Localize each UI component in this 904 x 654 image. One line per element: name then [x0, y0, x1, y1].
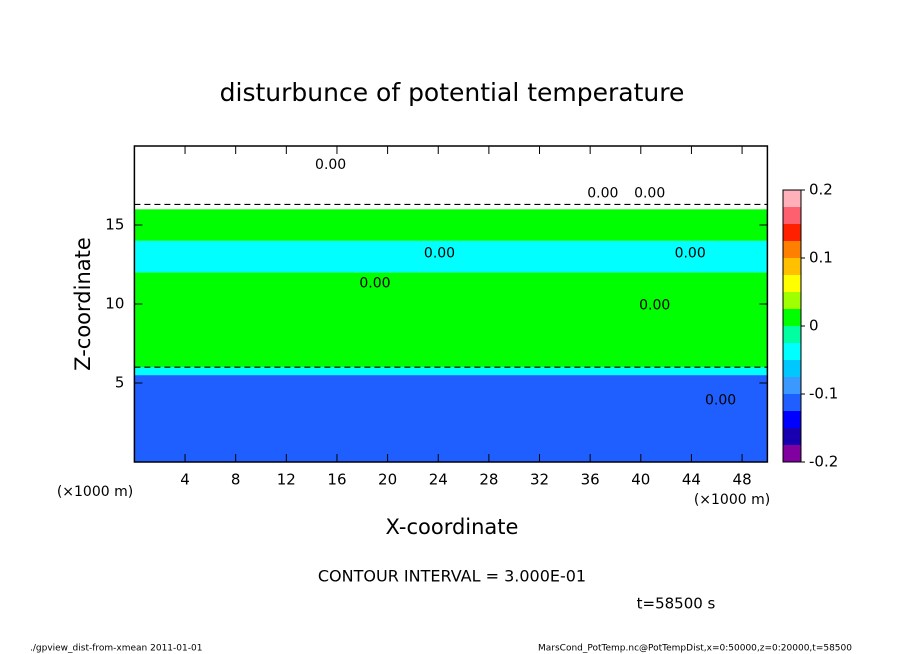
colorbar-swatch [783, 428, 801, 445]
colorbar-swatch [783, 207, 801, 224]
x-axis-label: X-coordinate [386, 515, 519, 539]
footer-right: MarsCond_PotTemp.nc@PotTempDist,x=0:5000… [538, 644, 852, 654]
contour-interval: CONTOUR INTERVAL = 3.000E-01 [318, 567, 586, 586]
colorbar-tick-label: 0 [809, 317, 819, 335]
colorbar-swatch [783, 190, 801, 207]
colorbar-swatch [783, 275, 801, 292]
contour-label: 0.00 [675, 245, 706, 261]
chart-title: disturbunce of potential temperature [220, 78, 685, 107]
colorbar-swatch [783, 394, 801, 411]
x-tick-label: 24 [429, 471, 448, 489]
colorbar-tick-label: -0.1 [809, 385, 838, 403]
colorbar-swatch [783, 377, 801, 394]
y-tick-label: 10 [105, 295, 124, 313]
colorbar-swatch [783, 292, 801, 309]
field-band [134, 146, 768, 210]
x-tick-label: 16 [327, 471, 346, 489]
x-tick-label: 12 [277, 471, 296, 489]
colorbar-swatch [783, 241, 801, 258]
x-tick-label: 32 [530, 471, 549, 489]
colorbar-tick-label: 0.1 [809, 249, 833, 267]
contour-label: 0.00 [587, 185, 618, 201]
x-tick-label: 8 [231, 471, 241, 489]
colorbar-swatch [783, 326, 801, 343]
y-unit: (×1000 m) [57, 484, 133, 500]
colorbar-swatch [783, 224, 801, 241]
contour-label: 0.00 [424, 245, 455, 261]
field-band [134, 209, 768, 241]
colorbar-swatch [783, 445, 801, 462]
contour-label: 0.00 [639, 298, 670, 314]
y-tick-label: 5 [115, 374, 125, 392]
footer-left: ./gpview_dist-from-xmean 2011-01-01 [30, 644, 202, 654]
field-band [134, 240, 768, 273]
time-label: t=58500 s [637, 595, 716, 613]
x-tick-label: 40 [631, 471, 650, 489]
colorbar-swatch [783, 309, 801, 326]
field-band [134, 375, 768, 462]
colorbar-swatch [783, 343, 801, 360]
contour-label: 0.00 [705, 392, 736, 408]
colorbar-swatch [783, 258, 801, 275]
colorbar-swatch [783, 411, 801, 428]
x-tick-label: 28 [479, 471, 498, 489]
contour-label: 0.00 [315, 157, 346, 173]
x-tick-label: 4 [180, 471, 190, 489]
x-unit: (×1000 m) [694, 492, 770, 508]
x-tick-label: 36 [581, 471, 600, 489]
field-band [134, 272, 768, 368]
y-axis-label: Z-coordinate [71, 237, 95, 371]
colorbar-swatch [783, 360, 801, 377]
x-tick-label: 48 [733, 471, 752, 489]
x-tick-label: 44 [682, 471, 701, 489]
colorbar-tick-label: -0.2 [809, 453, 838, 471]
x-tick-label: 20 [378, 471, 397, 489]
field-band [134, 367, 768, 376]
contour-label: 0.00 [634, 185, 665, 201]
contour-label: 0.00 [359, 275, 390, 291]
y-tick-label: 15 [105, 216, 124, 234]
colorbar-tick-label: 0.2 [809, 181, 833, 199]
